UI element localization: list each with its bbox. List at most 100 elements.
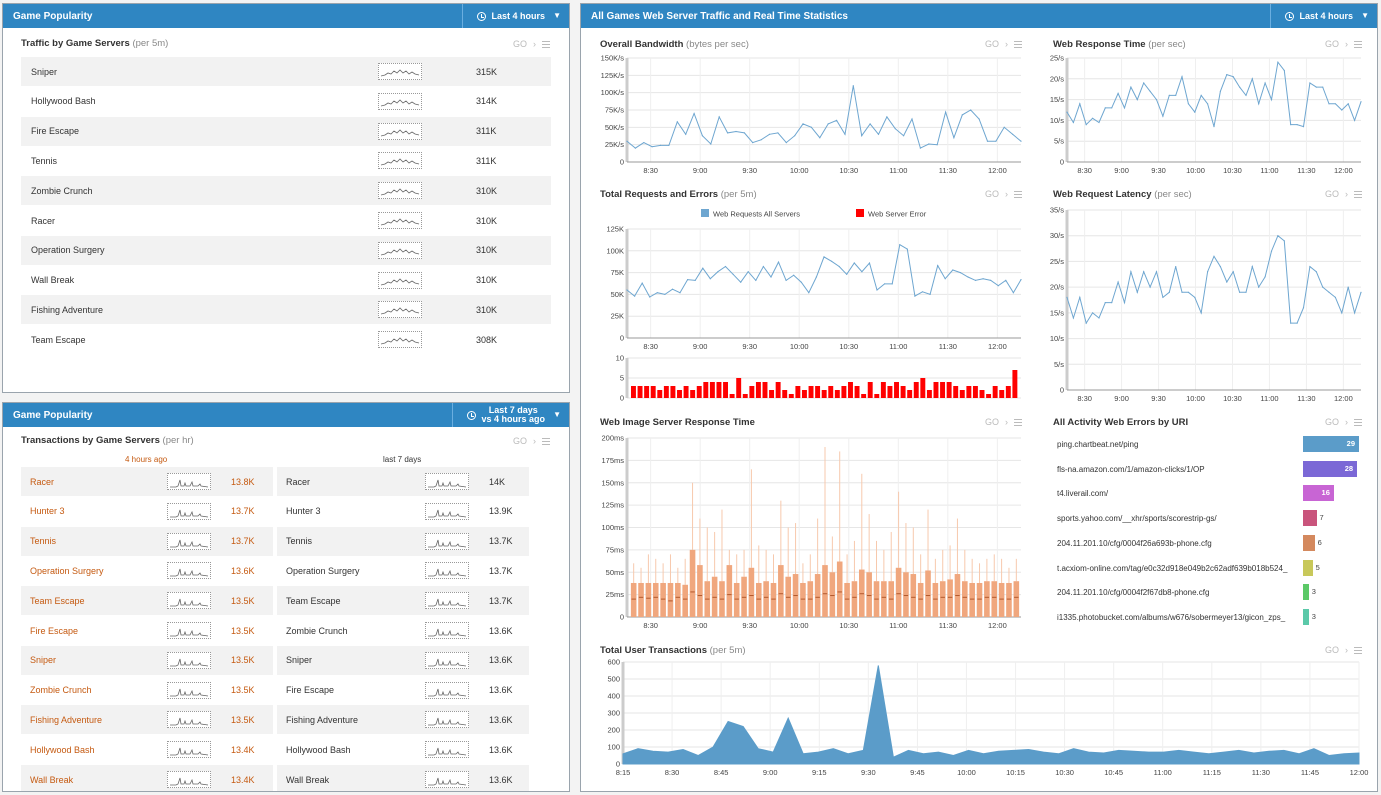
error-count-label: 5: [1315, 562, 1320, 572]
data-point: [794, 135, 796, 137]
menu-icon[interactable]: [1354, 418, 1363, 426]
error-count-bar[interactable]: [1303, 559, 1313, 576]
data-point: [747, 271, 749, 273]
list-item[interactable]: Racer 14K: [277, 467, 529, 496]
x-tick-label: 11:00: [889, 342, 907, 351]
go-button[interactable]: GO ›: [985, 189, 1023, 199]
list-item[interactable]: Wall Break 13.6K: [277, 765, 529, 791]
data-point: [740, 281, 742, 283]
go-button[interactable]: GO ›: [1325, 39, 1363, 49]
list-item[interactable]: Tennis 13.7K: [21, 526, 273, 556]
list-item[interactable]: Team Escape 308K: [21, 325, 551, 354]
list-item[interactable]: Fishing Adventure 310K: [21, 295, 551, 325]
list-item[interactable]: Hollywood Bash 13.6K: [277, 735, 529, 764]
list-item[interactable]: Tennis 13.7K: [277, 526, 529, 556]
box: [939, 581, 946, 617]
game-value: 13.4K: [231, 774, 255, 785]
list-item[interactable]: Operation Surgery 13.7K: [277, 556, 529, 585]
chevron-right-icon: ›: [1005, 39, 1009, 49]
list-item[interactable]: Fire Escape 311K: [21, 116, 551, 146]
y-tick-label: 50K: [611, 290, 624, 299]
go-button[interactable]: GO ›: [513, 436, 551, 446]
error-count-bar[interactable]: [1303, 584, 1309, 601]
error-bar: [742, 394, 748, 398]
game-popularity-transactions-panel: Game Popularity Last 7 days vs 4 hours a…: [2, 402, 570, 792]
list-item[interactable]: Tennis 311K: [21, 146, 551, 175]
list-item[interactable]: Zombie Crunch 13.5K: [21, 676, 273, 705]
go-button[interactable]: GO ›: [985, 417, 1023, 427]
error-count-bar[interactable]: 16: [1303, 485, 1334, 502]
data-point: [1066, 296, 1068, 298]
section-subtitle: (per 5m): [132, 38, 169, 49]
list-item[interactable]: Wall Break 13.4K: [21, 765, 273, 791]
list-item[interactable]: Hollywood Bash 13.4K: [21, 735, 273, 764]
error-bar: [834, 390, 840, 398]
go-button[interactable]: GO ›: [985, 39, 1023, 49]
go-button[interactable]: GO ›: [1325, 189, 1363, 199]
data-point: [679, 292, 681, 294]
game-name: Operation Surgery: [286, 565, 360, 576]
data-point: [1264, 276, 1266, 278]
error-count-bar[interactable]: 28: [1303, 460, 1358, 477]
chevron-down-icon: ▼: [553, 410, 561, 419]
go-button[interactable]: GO ›: [1325, 417, 1363, 427]
list-item[interactable]: Racer 310K: [21, 206, 551, 235]
data-point: [1258, 286, 1260, 288]
data-point: [1245, 94, 1247, 96]
error-bar: [900, 386, 906, 398]
go-button[interactable]: GO ›: [1325, 645, 1363, 655]
error-bar: [848, 382, 853, 398]
error-count-bar[interactable]: 29: [1303, 436, 1359, 452]
data-point: [1136, 291, 1138, 293]
menu-icon[interactable]: [542, 437, 551, 445]
error-bar: [703, 382, 709, 398]
data-point: [1277, 61, 1279, 63]
list-item[interactable]: Sniper 13.5K: [21, 645, 273, 675]
list-item[interactable]: Sniper 315K: [21, 57, 551, 86]
menu-icon[interactable]: [1014, 40, 1023, 48]
list-item[interactable]: Sniper 13.6K: [277, 645, 529, 675]
list-item[interactable]: Operation Surgery 13.6K: [21, 556, 273, 585]
list-item[interactable]: Fishing Adventure 13.6K: [277, 705, 529, 735]
menu-icon[interactable]: [1014, 418, 1023, 426]
menu-icon[interactable]: [1354, 190, 1363, 198]
list-item[interactable]: Zombie Crunch 13.6K: [277, 616, 529, 645]
list-item[interactable]: Zombie Crunch 310K: [21, 176, 551, 206]
list-item[interactable]: Racer 13.8K: [21, 467, 273, 496]
list-item[interactable]: Fishing Adventure 13.5K: [21, 705, 273, 735]
time-range-dropdown[interactable]: Last 4 hours ▼: [462, 4, 569, 28]
x-tick-label: 8:30: [1077, 166, 1092, 175]
menu-icon[interactable]: [1354, 40, 1363, 48]
menu-icon[interactable]: [1354, 646, 1363, 654]
go-button[interactable]: GO ›: [513, 39, 551, 49]
requests-subtitle: (per 5m): [720, 189, 757, 200]
list-item[interactable]: Hollywood Bash 314K: [21, 87, 551, 116]
list-item[interactable]: Fire Escape 13.6K: [277, 676, 529, 705]
menu-icon[interactable]: [542, 40, 551, 48]
game-name: Team Escape: [30, 595, 85, 606]
game-value: 13.6K: [489, 744, 513, 755]
list-item[interactable]: Fire Escape 13.5K: [21, 616, 273, 645]
list-item[interactable]: Operation Surgery 310K: [21, 235, 551, 265]
error-bar: [867, 382, 873, 398]
x-tick-label: 12:00: [1334, 166, 1353, 175]
error-count-bar[interactable]: [1303, 608, 1309, 625]
list-item[interactable]: Team Escape 13.7K: [277, 586, 529, 616]
error-count-bar[interactable]: [1303, 510, 1317, 527]
list-item[interactable]: Hunter 3 13.9K: [277, 497, 529, 526]
time-range-dropdown[interactable]: Last 4 hours ▼: [1270, 4, 1377, 28]
sparkline: [425, 502, 469, 520]
data-point: [718, 116, 720, 118]
list-item[interactable]: Hunter 3 13.7K: [21, 497, 273, 526]
error-count-bar[interactable]: [1303, 534, 1315, 551]
data-point: [961, 114, 963, 116]
list-item[interactable]: Wall Break 310K: [21, 266, 551, 295]
menu-icon[interactable]: [1014, 190, 1023, 198]
error-bar: [841, 386, 847, 398]
time-range-dropdown[interactable]: Last 7 days vs 4 hours ago ▼: [452, 403, 569, 427]
data-point: [1347, 286, 1349, 288]
game-value: 310K: [476, 245, 498, 256]
list-item[interactable]: Team Escape 13.5K: [21, 586, 273, 616]
y-tick-label: 0: [616, 760, 620, 769]
error-bar: [946, 382, 952, 398]
